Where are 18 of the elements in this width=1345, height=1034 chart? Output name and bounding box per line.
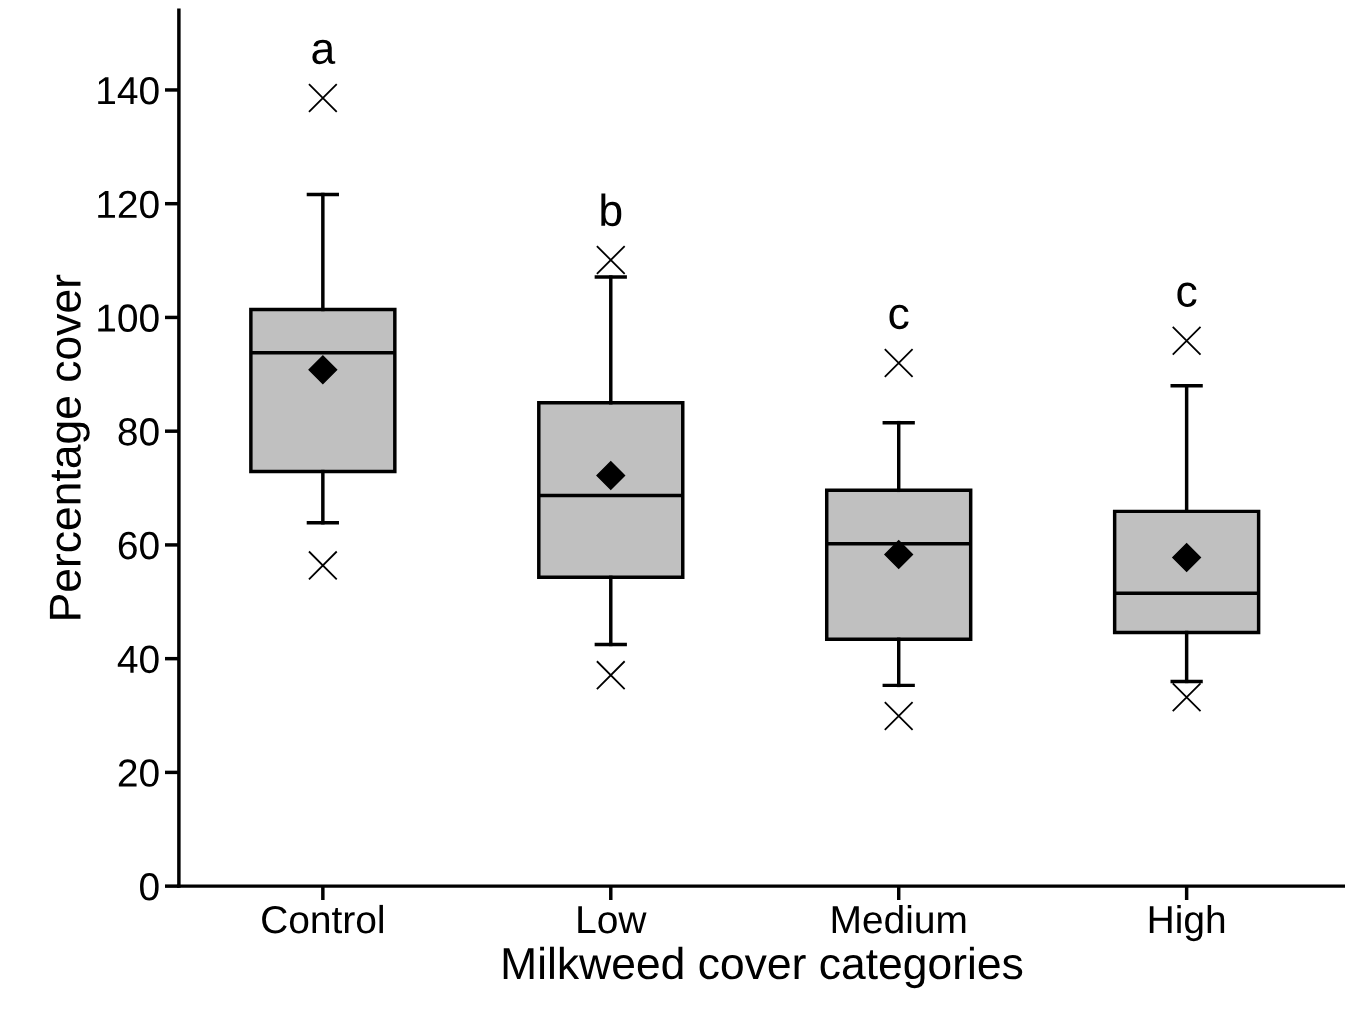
y-tick-label: 0 <box>140 873 159 901</box>
y-axis-title: Percentage cover <box>49 274 90 619</box>
annotation: b <box>601 193 622 227</box>
x-tick-label: Medium <box>832 904 966 934</box>
y-tick-label: 140 <box>98 76 159 105</box>
x-tick-label: High <box>1149 904 1225 942</box>
annotation: c <box>1177 282 1197 307</box>
y-tick-label: 60 <box>118 531 159 560</box>
x-tick-label: Control <box>262 904 383 934</box>
annotation: c <box>889 304 909 330</box>
y-tick-label: 100 <box>98 304 159 332</box>
y-tick-label: 80 <box>118 418 159 446</box>
y-tick-label: 20 <box>118 759 159 787</box>
annotation: a <box>312 39 336 65</box>
x-tick-label: Low <box>578 906 647 934</box>
x-axis-title: Milkweed cover categories <box>503 946 1023 989</box>
y-tick-label: 40 <box>117 645 159 674</box>
y-tick-label: 120 <box>98 190 159 219</box>
